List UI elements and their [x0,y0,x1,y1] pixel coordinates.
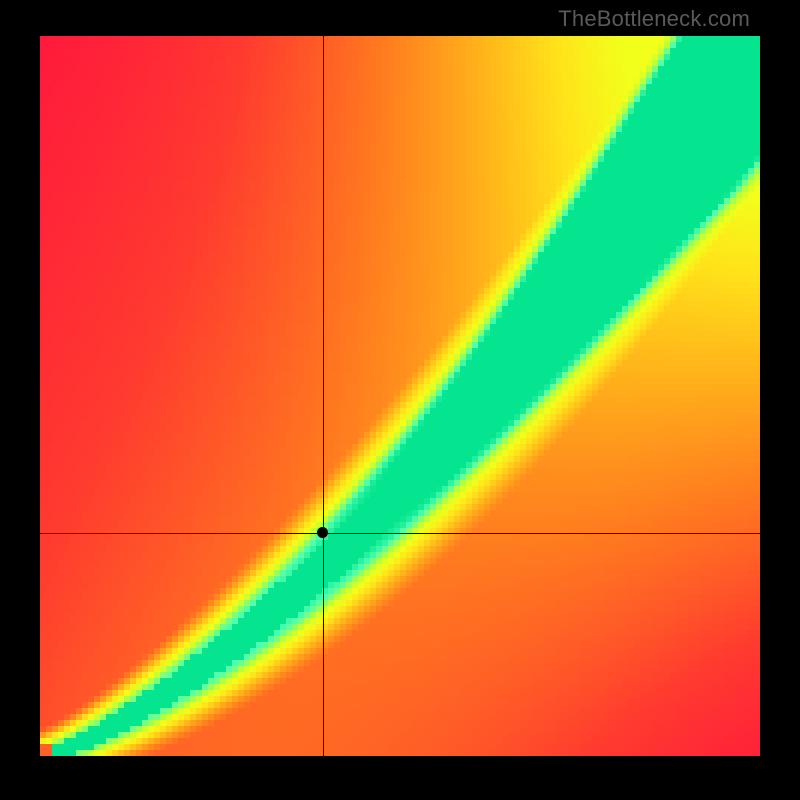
chart-container: TheBottleneck.com [0,0,800,800]
watermark-text: TheBottleneck.com [558,6,750,32]
plot-area [40,36,760,756]
heatmap-canvas [40,36,760,756]
